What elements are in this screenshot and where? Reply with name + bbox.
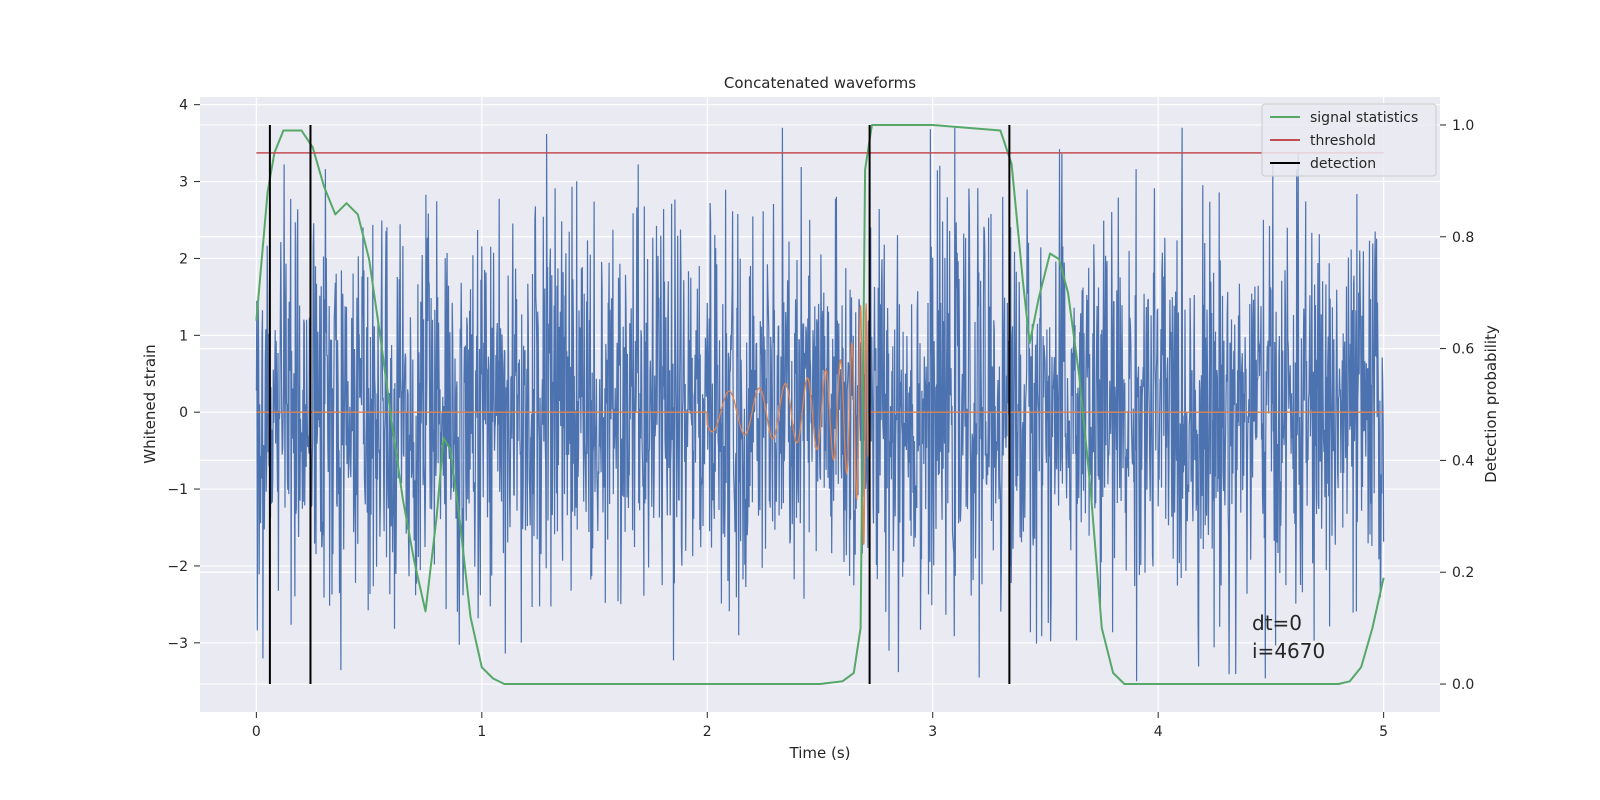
series-strain bbox=[255, 127, 1385, 682]
template-line bbox=[256, 303, 1384, 545]
strain-line bbox=[255, 127, 1385, 682]
x-tick-label: 3 bbox=[928, 724, 937, 740]
legend: signal statistics threshold detection bbox=[1261, 103, 1437, 177]
y2-tick-label: 0.4 bbox=[1452, 453, 1474, 469]
y-tick-label: 3 bbox=[179, 175, 188, 191]
legend-box bbox=[1261, 103, 1437, 177]
legend-label-signal: signal statistics bbox=[1310, 110, 1418, 126]
series-detection bbox=[268, 124, 1011, 685]
series-signal-statistics bbox=[255, 124, 1385, 685]
x-tick-label: 1 bbox=[477, 724, 486, 740]
x-tick-label: 5 bbox=[1379, 724, 1388, 740]
signal-statistics-line bbox=[255, 124, 1385, 685]
y2-tick-label: 1.0 bbox=[1452, 118, 1474, 134]
y-tick-label: −3 bbox=[167, 636, 188, 652]
axis-ticks: 0 1 2 3 4 5 −3 −2 −1 0 1 2 3 4 0.0 0.2 0.4 0.6 0.8 1.0 bbox=[167, 98, 1474, 740]
y2-axis-label: Detection probability bbox=[1482, 325, 1500, 483]
y2-tick-label: 0.8 bbox=[1452, 230, 1474, 246]
legend-label-detection: detection bbox=[1310, 156, 1376, 172]
y-tick-label: 2 bbox=[179, 251, 188, 267]
x-tick-label: 0 bbox=[252, 724, 261, 740]
y-tick-label: 0 bbox=[179, 405, 188, 421]
annotation-index: i=4670 bbox=[1252, 639, 1325, 663]
y-tick-label: 4 bbox=[179, 98, 188, 114]
y-tick-label: −1 bbox=[167, 482, 188, 498]
y-axis-label: Whitened strain bbox=[141, 344, 159, 463]
x-tick-label: 4 bbox=[1154, 724, 1163, 740]
y2-tick-label: 0.2 bbox=[1452, 565, 1474, 581]
y2-tick-label: 0.0 bbox=[1452, 677, 1474, 693]
y-tick-label: −2 bbox=[167, 559, 188, 575]
chart-title: Concatenated waveforms bbox=[724, 74, 916, 92]
series-template bbox=[256, 303, 1384, 545]
y-tick-label: 1 bbox=[179, 328, 188, 344]
annotation-dt: dt=0 bbox=[1252, 611, 1302, 635]
legend-label-threshold: threshold bbox=[1310, 133, 1376, 149]
x-axis-label: Time (s) bbox=[789, 744, 851, 762]
x-tick-label: 2 bbox=[703, 724, 712, 740]
y2-tick-label: 0.6 bbox=[1452, 342, 1474, 358]
